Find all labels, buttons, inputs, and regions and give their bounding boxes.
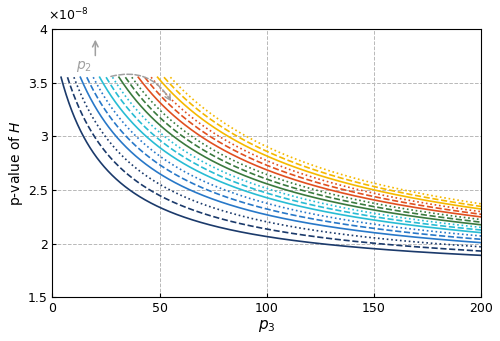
- Text: $\times 10^{-8}$: $\times 10^{-8}$: [48, 7, 89, 24]
- Y-axis label: p-value of $H$: p-value of $H$: [7, 120, 25, 206]
- Text: $p_2$: $p_2$: [76, 59, 92, 74]
- X-axis label: $p_3$: $p_3$: [258, 318, 276, 334]
